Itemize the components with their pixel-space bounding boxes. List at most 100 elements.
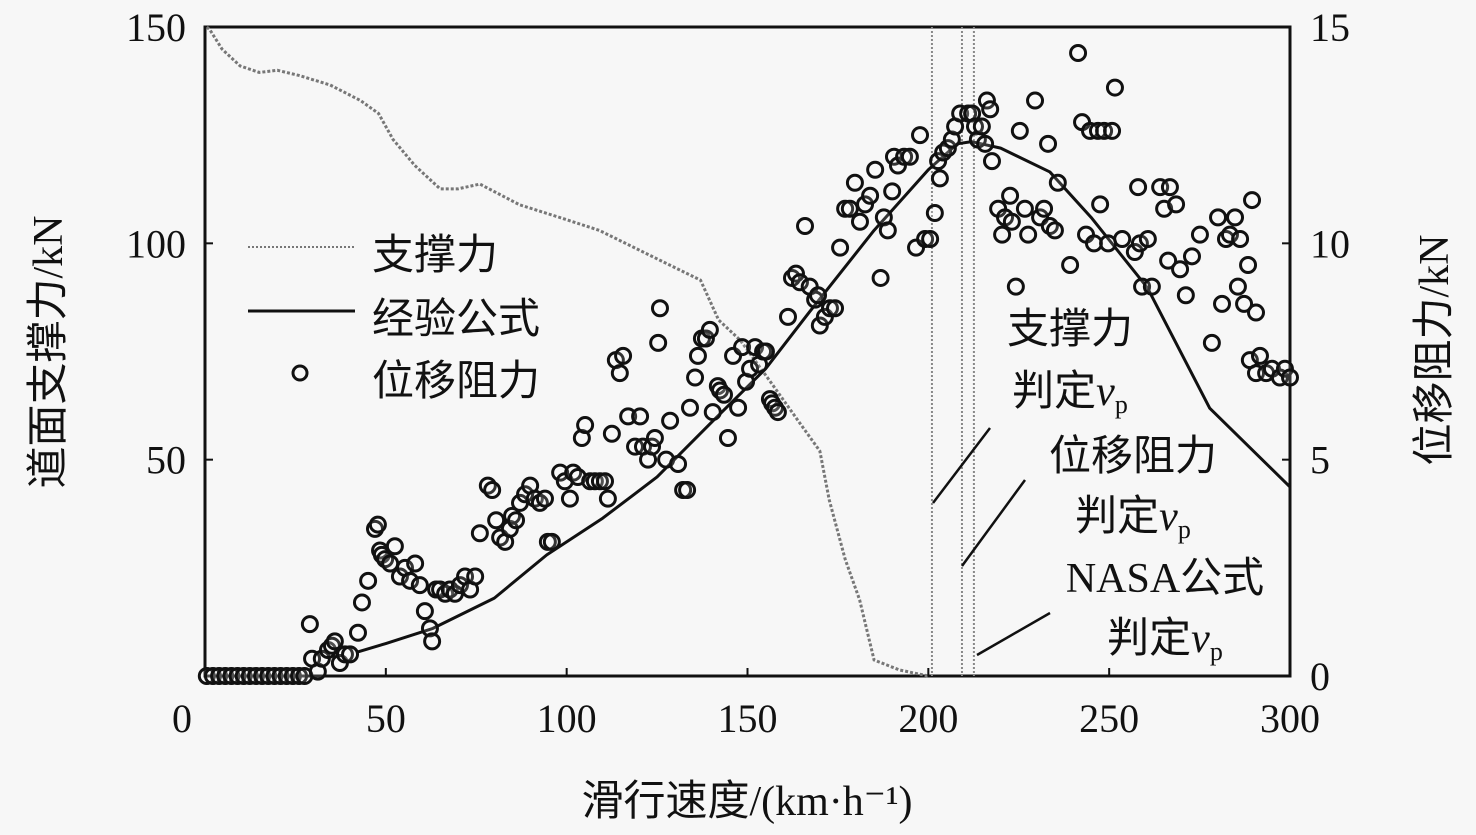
data-point — [1247, 303, 1266, 322]
data-point — [861, 186, 880, 205]
data-point — [1228, 277, 1247, 296]
data-point — [733, 338, 752, 357]
data-point — [1138, 230, 1157, 249]
annotation-title-0: 支撑力 — [1007, 307, 1133, 353]
annotation-title-2: NASA公式 — [1066, 556, 1264, 602]
annotation-criterion-0: 判定vp — [1012, 368, 1128, 419]
x-axis-label: 滑行速度/(km·h⁻¹) — [581, 779, 912, 825]
y-right-tick-label: 10 — [1310, 221, 1350, 266]
ticks: 0 50 100 150 200 250 300 50 100 150 0 5 10 15 — [126, 5, 1350, 741]
data-point — [1069, 43, 1088, 62]
data-point — [840, 199, 859, 218]
data-point — [1001, 186, 1020, 205]
data-point — [1243, 191, 1262, 210]
annotation-pointer-0 — [932, 427, 991, 504]
data-point — [551, 463, 570, 482]
data-point — [1209, 208, 1228, 227]
legend-label-support: 支撑力 — [372, 233, 498, 279]
data-point — [686, 368, 705, 387]
data-point — [650, 299, 669, 318]
data-point — [1103, 121, 1122, 140]
data-point — [921, 230, 940, 249]
data-point — [368, 515, 387, 534]
data-point — [1160, 178, 1179, 197]
data-point — [845, 173, 864, 192]
data-point — [981, 100, 1000, 119]
support-force-line — [205, 25, 929, 678]
y-right-tick-label: 0 — [1310, 654, 1330, 699]
data-point — [1113, 230, 1132, 249]
data-point — [871, 268, 890, 287]
data-point — [1159, 251, 1178, 270]
data-point — [700, 320, 719, 339]
data-point — [1167, 195, 1186, 214]
data-point — [290, 667, 309, 685]
data-point — [850, 212, 869, 231]
data-point — [982, 152, 1001, 171]
data-point — [820, 299, 839, 318]
data-point — [649, 333, 668, 352]
data-point — [911, 126, 930, 145]
data-point — [348, 623, 367, 642]
x-tick-label: 100 — [537, 696, 597, 741]
data-point — [483, 480, 502, 499]
annotation-pointer-2 — [976, 611, 1051, 657]
data-point — [1176, 286, 1195, 305]
data-point — [1142, 277, 1161, 296]
annotation-criterion-2: 判定vp — [1107, 615, 1223, 666]
empirical-formula-series — [356, 140, 1292, 654]
data-point — [1015, 199, 1034, 218]
data-point — [645, 429, 664, 448]
data-point — [1250, 346, 1269, 365]
data-point — [768, 403, 787, 422]
data-point — [1182, 247, 1201, 266]
data-point — [1190, 225, 1209, 244]
data-point — [300, 615, 319, 634]
data-point — [1239, 255, 1258, 274]
data-point — [1061, 255, 1080, 274]
data-point — [826, 299, 845, 318]
data-point — [938, 139, 957, 158]
data-point — [809, 286, 828, 305]
data-point — [1281, 368, 1299, 387]
data-point — [866, 160, 885, 179]
data-point — [972, 117, 991, 136]
data-point — [831, 238, 850, 257]
support-force-series — [205, 25, 929, 678]
data-point — [930, 169, 949, 188]
data-point — [796, 217, 815, 236]
data-point — [1019, 225, 1038, 244]
legend-circle-marker — [291, 364, 309, 382]
data-point — [385, 537, 404, 556]
data-point — [542, 532, 561, 551]
annotation-pointer-1 — [960, 479, 1027, 567]
data-point — [696, 329, 715, 348]
data-point — [1091, 195, 1110, 214]
data-point — [560, 489, 579, 508]
x-tick-label: 200 — [898, 696, 958, 741]
data-point — [325, 632, 344, 651]
data-point — [883, 182, 902, 201]
data-point — [1035, 199, 1054, 218]
data-point — [1045, 221, 1064, 240]
data-point — [1235, 294, 1254, 313]
legend-label-resistance: 位移阻力 — [372, 358, 540, 405]
data-point — [714, 385, 733, 404]
data-point — [602, 424, 621, 443]
data-point — [678, 480, 697, 499]
y-axis-left-label: 道面支撑力/kN — [26, 215, 72, 488]
data-point — [895, 147, 914, 166]
y-left-tick-label: 50 — [146, 438, 186, 483]
data-point — [1202, 333, 1221, 352]
data-point — [359, 571, 378, 590]
data-point — [352, 593, 371, 612]
data-point — [1226, 208, 1245, 227]
data-point — [576, 416, 595, 435]
x-tick-label: 250 — [1079, 696, 1139, 741]
annotation-criterion-1: 判定vp — [1075, 493, 1191, 544]
y-right-tick-label: 15 — [1310, 5, 1350, 50]
x-tick-label: 150 — [718, 696, 778, 741]
data-point — [1213, 294, 1232, 313]
x-tick-label: 0 — [172, 696, 192, 741]
